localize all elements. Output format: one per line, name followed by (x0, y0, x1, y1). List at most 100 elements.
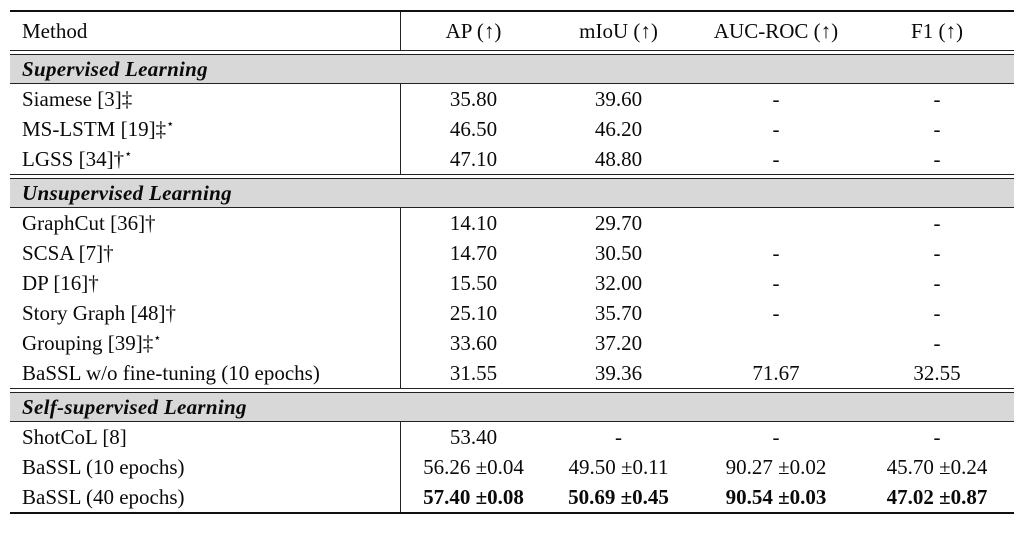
value-cell-f1: - (933, 86, 941, 111)
method-cell: BaSSL (40 epochs) (10, 485, 400, 510)
value-cell-miou: 46.20 (594, 116, 643, 141)
value-cell-auc: - (772, 424, 780, 449)
row-values: 31.55 39.36 71.67 32.55 (400, 358, 1014, 388)
table-row-bassl-10-epochs: BaSSL (10 epochs) 56.26 ±0.04 49.50 ±0.1… (10, 452, 1014, 482)
value-cell-ap: 35.80 (449, 86, 498, 111)
method-cell: BaSSL (10 epochs) (10, 455, 400, 480)
method-label: BaSSL (40 epochs) (22, 484, 185, 509)
value-cell-auc: - (772, 116, 780, 141)
value-cell-miou: 29.70 (594, 210, 643, 235)
method-label: DP [16]† (22, 270, 99, 295)
value-cell-miou: - (615, 424, 622, 449)
value-cell-f1: 32.55 (913, 360, 961, 385)
value-cell-auc: - (772, 300, 780, 325)
table-row-siamese: Siamese [3]‡ 35.80 39.60 - - (10, 84, 1014, 114)
table-row-bassl-40-epochs: BaSSL (40 epochs) 57.40 ±0.08 50.69 ±0.4… (10, 482, 1014, 512)
table-row-scsa: SCSA [7]† 14.70 30.50 - - (10, 238, 1014, 268)
section-separator-rule (10, 388, 1014, 393)
value-cell-auc: 90.54 ±0.03 (725, 484, 827, 509)
row-values: 15.50 32.00 - - (400, 268, 1014, 298)
value-cell-f1: 47.02 ±0.87 (886, 484, 988, 509)
value-cell-miou: 32.00 (594, 270, 643, 295)
method-label: BaSSL w/o fine-tuning (10 epochs) (22, 360, 320, 385)
method-label: MS-LSTM [19]‡ (22, 116, 167, 141)
value-cell-miou: 35.70 (594, 300, 643, 325)
header-values: AP (↑) mIoU (↑) AUC-ROC (↑) F1 (↑) (400, 12, 1014, 50)
row-values: 14.70 30.50 - - (400, 238, 1014, 268)
value-cell-auc: - (772, 86, 780, 111)
table-row-bassl-wo-finetuning: BaSSL w/o fine-tuning (10 epochs) 31.55 … (10, 358, 1014, 388)
value-cell-f1: - (933, 330, 941, 355)
method-cell: BaSSL w/o fine-tuning (10 epochs) (10, 361, 400, 386)
method-cell: ShotCoL [8] (10, 425, 400, 450)
method-label: Siamese [3]‡ (22, 86, 133, 111)
method-cell: Grouping [39]‡⋆ (10, 331, 400, 356)
results-table: Method AP (↑) mIoU (↑) AUC-ROC (↑) F1 (↑… (10, 10, 1014, 514)
method-label: SCSA [7]† (22, 240, 114, 265)
column-header-auc-roc: AUC-ROC (↑) (713, 18, 839, 43)
table-row-graphcut: GraphCut [36]† 14.10 29.70 - (10, 208, 1014, 238)
section-header-supervised: Supervised Learning (10, 55, 1014, 84)
row-values: 33.60 37.20 - (400, 328, 1014, 358)
value-cell-f1: - (933, 116, 941, 141)
value-cell-auc: 71.67 (752, 360, 800, 385)
value-cell-f1: - (933, 240, 941, 265)
value-cell-f1: - (933, 146, 941, 171)
value-cell-miou: 50.69 ±0.45 (568, 484, 669, 509)
value-cell-ap: 53.40 (449, 424, 498, 449)
column-header-method: Method (22, 18, 88, 43)
star-superscript: ⋆ (124, 145, 133, 161)
value-cell-ap: 56.26 ±0.04 (423, 454, 524, 479)
row-values: 47.10 48.80 - - (400, 144, 1014, 174)
column-header-f1: F1 (↑) (911, 18, 963, 43)
value-cell-ap: 25.10 (449, 300, 498, 325)
method-label: LGSS [34]† (22, 146, 125, 171)
value-cell-auc: - (772, 146, 780, 171)
method-label: GraphCut [36]† (22, 210, 156, 235)
section-separator-rule (10, 174, 1014, 179)
table-row-dp: DP [16]† 15.50 32.00 - - (10, 268, 1014, 298)
column-header-miou: mIoU (↑) (579, 18, 658, 43)
section-header-unsupervised: Unsupervised Learning (10, 179, 1014, 208)
value-cell-ap: 31.55 (449, 360, 498, 385)
row-values: 25.10 35.70 - - (400, 298, 1014, 328)
section-title: Supervised Learning (22, 56, 208, 81)
method-cell: MS-LSTM [19]‡⋆ (10, 117, 400, 142)
value-cell-miou: 39.60 (594, 86, 643, 111)
table-header-row: Method AP (↑) mIoU (↑) AUC-ROC (↑) F1 (↑… (10, 12, 1014, 50)
row-values: 14.10 29.70 - (400, 208, 1014, 238)
value-cell-miou: 37.20 (594, 330, 643, 355)
value-cell-ap: 46.50 (449, 116, 498, 141)
value-cell-ap: 14.10 (449, 210, 498, 235)
value-cell-miou: 48.80 (594, 146, 643, 171)
value-cell-miou: 39.36 (594, 360, 643, 385)
value-cell-ap: 47.10 (449, 146, 498, 171)
star-superscript: ⋆ (153, 329, 162, 345)
value-cell-f1: - (933, 210, 941, 235)
value-cell-miou: 30.50 (594, 240, 643, 265)
value-cell-ap: 14.70 (449, 240, 498, 265)
table-top-rule (10, 10, 1014, 12)
header-separator-rule (10, 50, 1014, 55)
row-values: 57.40 ±0.08 50.69 ±0.45 90.54 ±0.03 47.0… (400, 482, 1014, 512)
star-superscript: ⋆ (166, 115, 175, 131)
section-title: Self-supervised Learning (22, 394, 247, 419)
method-cell: LGSS [34]†⋆ (10, 147, 400, 172)
value-cell-ap: 15.50 (449, 270, 498, 295)
value-cell-auc: 90.27 ±0.02 (725, 454, 827, 479)
value-cell-f1: - (933, 300, 941, 325)
row-values: 35.80 39.60 - - (400, 84, 1014, 114)
value-cell-miou: 49.50 ±0.11 (568, 454, 669, 479)
value-cell-ap: 57.40 ±0.08 (423, 484, 524, 509)
method-label: BaSSL (10 epochs) (22, 454, 185, 479)
method-cell: GraphCut [36]† (10, 211, 400, 236)
column-header-ap: AP (↑) (445, 18, 502, 43)
table-row-ms-lstm: MS-LSTM [19]‡⋆ 46.50 46.20 - - (10, 114, 1014, 144)
method-cell: Story Graph [48]† (10, 301, 400, 326)
method-cell: Siamese [3]‡ (10, 87, 400, 112)
method-label: Story Graph [48]† (22, 300, 176, 325)
method-label: Grouping [39]‡ (22, 330, 154, 355)
row-values: 46.50 46.20 - - (400, 114, 1014, 144)
table-row-lgss: LGSS [34]†⋆ 47.10 48.80 - - (10, 144, 1014, 174)
